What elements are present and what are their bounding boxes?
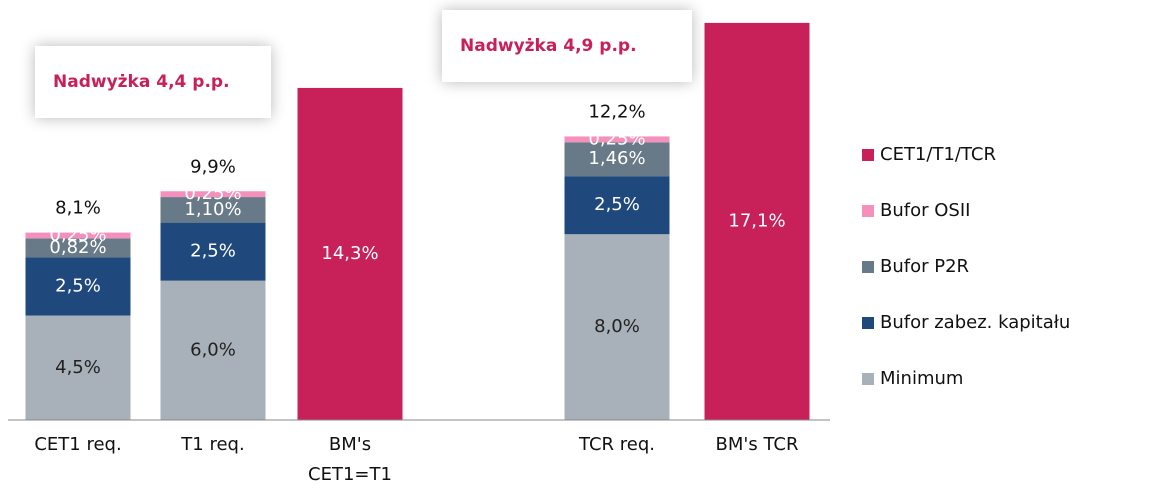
bar-segment (297, 87, 403, 420)
legend-label: Bufor zabez. kapitału (880, 312, 1070, 333)
annotation: Nadwyżka 4,9 p.p. (442, 10, 692, 82)
total-label: 12,2% (588, 101, 645, 122)
data-label: 0,82% (49, 237, 106, 258)
x-tick-label: T1 req. (181, 434, 245, 455)
legend-swatch (862, 205, 874, 217)
data-label: 1,46% (588, 148, 645, 169)
bar-segment (564, 136, 670, 143)
annotation: Nadwyżka 4,4 p.p. (35, 46, 271, 118)
data-label: 0,25% (588, 128, 645, 149)
legend-swatch (862, 149, 874, 161)
data-label: 4,5% (55, 357, 101, 378)
x-tick-label: BM's TCR (715, 434, 799, 455)
total-label: 8,1% (55, 198, 101, 219)
legend-swatch (862, 261, 874, 273)
bar-segment (160, 191, 266, 198)
data-label: 17,1% (728, 210, 785, 231)
legend-swatch (862, 373, 874, 385)
total-label: 9,9% (190, 156, 236, 177)
legend-label: Bufor P2R (880, 256, 969, 277)
data-label: 0,25% (184, 183, 241, 204)
bar-segment (564, 142, 670, 177)
bar-segment (25, 315, 131, 420)
data-label: 6,0% (190, 339, 236, 360)
bar-segment (160, 280, 266, 420)
legend-label: CET1/T1/TCR (880, 144, 996, 165)
bar-segment (564, 176, 670, 235)
bar-segment (704, 22, 810, 421)
bar-segment (25, 238, 131, 258)
bar-segment (564, 234, 670, 420)
data-label: 8,0% (594, 316, 640, 337)
data-label: 2,5% (55, 275, 101, 296)
bar-segment (25, 257, 131, 316)
data-label: 2,5% (594, 194, 640, 215)
data-label: 14,3% (321, 243, 378, 264)
legend-label: Bufor OSII (880, 200, 970, 221)
bar-segment (25, 232, 131, 239)
legend-swatch (862, 317, 874, 329)
data-label: 2,5% (190, 241, 236, 262)
x-tick-label: CET1 req. (34, 434, 122, 455)
x-tick-label: TCR req. (579, 434, 655, 455)
data-label: 0,25% (49, 224, 106, 245)
legend-label: Minimum (880, 368, 963, 389)
data-label: 1,10% (184, 199, 241, 220)
bar-segment (160, 222, 266, 281)
x-tick-label: BM's CET1=T1 (308, 434, 392, 485)
bar-segment (160, 197, 266, 223)
